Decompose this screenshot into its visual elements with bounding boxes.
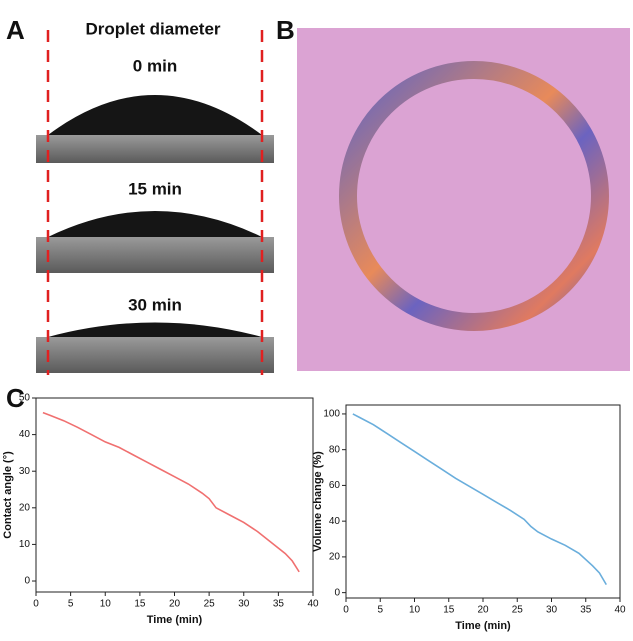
substrate [36,337,274,373]
y-tick-label: 10 [19,539,31,550]
x-axis-label: Time (min) [455,620,511,632]
x-tick-label: 30 [546,605,558,616]
x-tick-label: 20 [169,599,181,610]
x-tick-label: 10 [409,605,421,616]
y-axis-label: Contact angle (°) [2,451,14,539]
x-tick-label: 35 [273,599,285,610]
frame-label: 30 min [128,295,182,314]
frame-label: 15 min [128,179,182,198]
x-tick-label: 15 [443,605,455,616]
y-tick-label: 20 [19,502,31,513]
x-tick-label: 25 [512,605,524,616]
panel-label: B [276,15,295,45]
x-tick-label: 30 [238,599,250,610]
panel-label: A [6,15,25,45]
x-tick-label: 0 [33,599,39,610]
y-tick-label: 20 [329,552,341,563]
y-tick-label: 0 [24,576,30,587]
x-tick-label: 20 [477,605,489,616]
panel-label: C [6,383,25,413]
y-tick-label: 0 [334,587,340,598]
x-tick-label: 5 [377,605,383,616]
x-tick-label: 0 [343,605,349,616]
data-line [42,411,300,573]
x-tick-label: 10 [100,599,112,610]
x-tick-label: 25 [204,599,216,610]
frame-label: 0 min [133,56,177,75]
substrate [36,135,274,163]
droplet [48,322,262,337]
y-tick-label: 30 [19,466,31,477]
y-tick-label: 80 [329,444,341,455]
y-tick-label: 50 [19,393,31,404]
y-tick-label: 60 [329,480,341,491]
coffee-ring [339,61,609,331]
x-tick-label: 15 [134,599,146,610]
x-tick-label: 5 [68,599,74,610]
substrate [36,237,274,273]
droplet [48,211,262,237]
data-line [352,413,607,586]
y-tick-label: 40 [19,429,31,440]
y-tick-label: 40 [329,516,341,527]
x-axis-label: Time (min) [147,614,203,626]
panel-title: Droplet diameter [85,19,220,38]
y-tick-label: 100 [323,409,340,420]
x-tick-label: 35 [580,605,592,616]
x-tick-label: 40 [614,605,626,616]
x-tick-label: 40 [307,599,319,610]
droplet [48,95,262,135]
y-axis-label: Volume change (%) [312,451,324,552]
